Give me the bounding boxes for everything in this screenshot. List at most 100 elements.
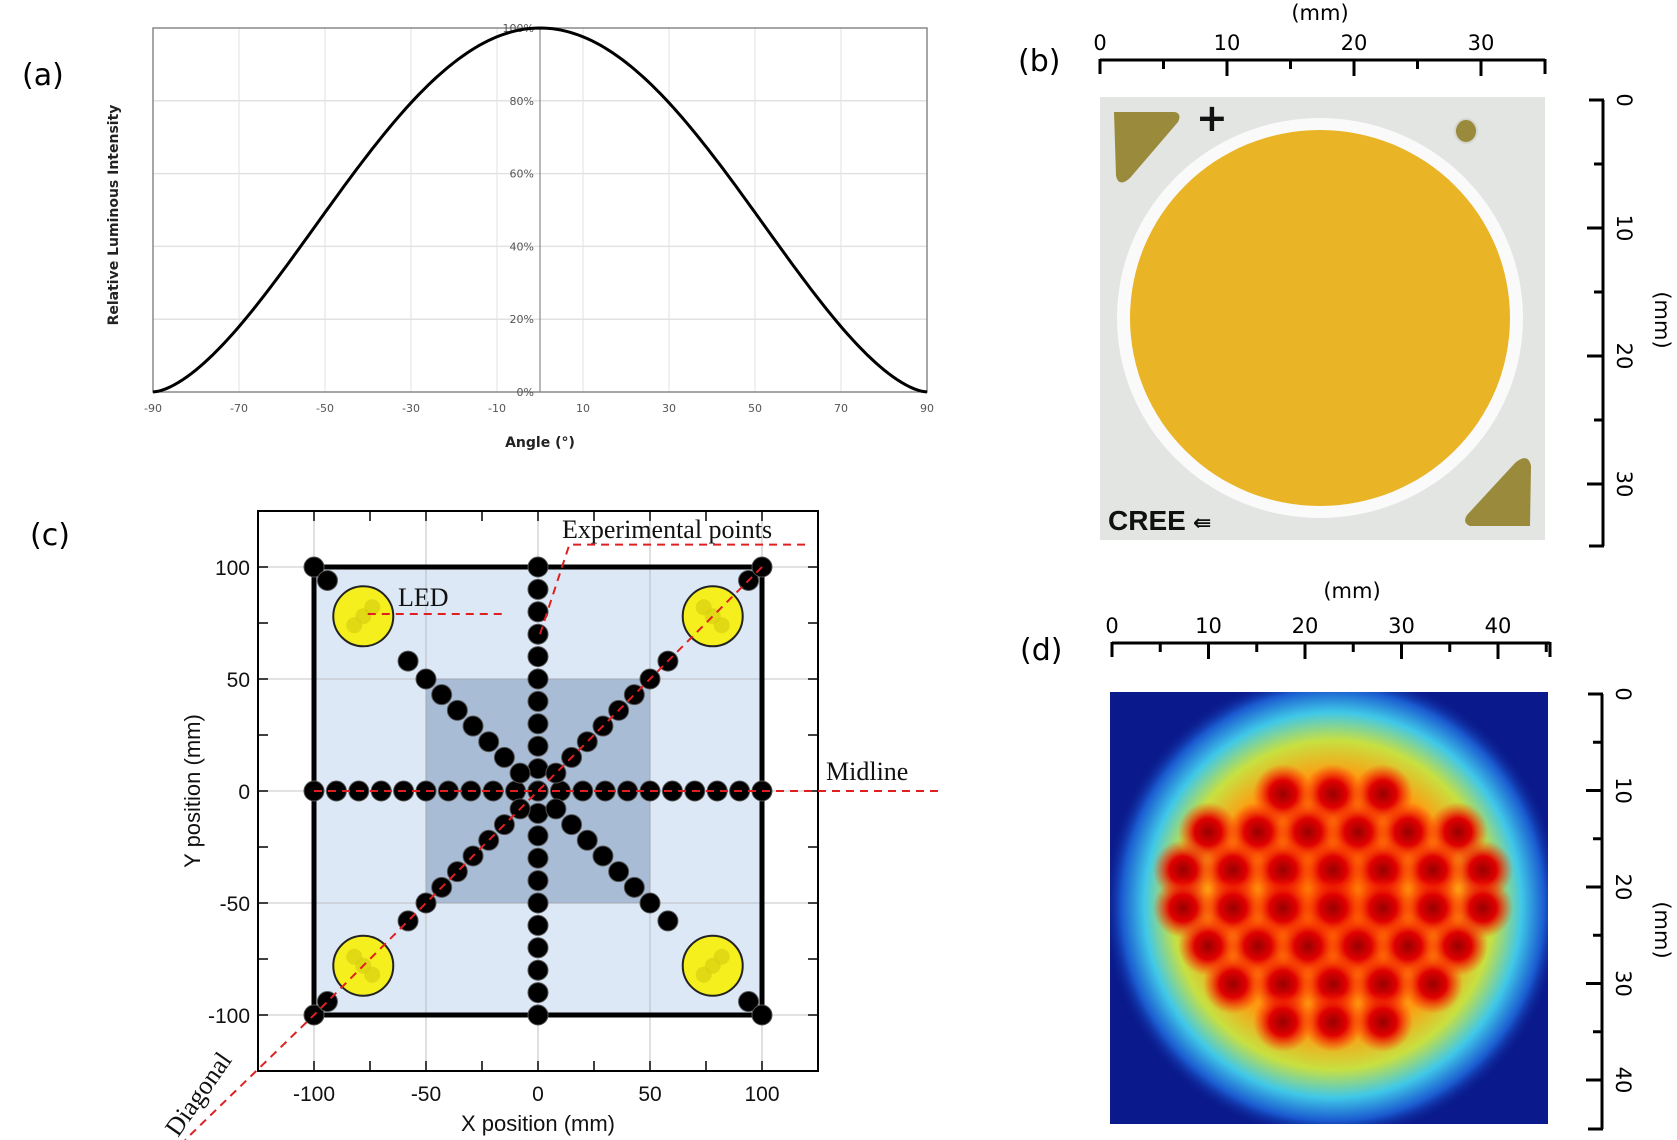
x-tick-label: -10 bbox=[488, 402, 506, 415]
ruler-b-top: 0 10 20 30 (mm) bbox=[1093, 1, 1547, 76]
experimental-point bbox=[478, 731, 500, 753]
y-tick-label: 80% bbox=[510, 95, 534, 108]
y-tick-label: 20% bbox=[510, 313, 534, 326]
annotation-midline: Midline bbox=[826, 757, 908, 786]
ruler-unit-label: (mm) bbox=[1650, 291, 1674, 348]
x-tick-label: -30 bbox=[402, 402, 420, 415]
ruler-tick-label: 10 bbox=[1612, 215, 1636, 242]
ruler-tick-label: 20 bbox=[1611, 874, 1635, 901]
hotspot bbox=[1203, 954, 1263, 1014]
annotation-experimental-points: Experimental points bbox=[562, 515, 772, 544]
experimental-point bbox=[592, 845, 614, 867]
ruler-tick-label: 20 bbox=[1612, 343, 1636, 370]
chip-phosphor bbox=[1130, 130, 1510, 506]
x-tick-label: 0 bbox=[532, 1083, 544, 1106]
y-axis-title: Relative Luminous Intensity bbox=[106, 105, 122, 326]
polarity-plus-mark: + bbox=[1196, 96, 1228, 140]
experimental-point bbox=[751, 1004, 773, 1026]
x-axis-title: X position (mm) bbox=[461, 1111, 615, 1136]
x-tick-label: -50 bbox=[316, 402, 334, 415]
experimental-point bbox=[657, 910, 679, 932]
experimental-point bbox=[527, 937, 549, 959]
x-tick-label: 50 bbox=[638, 1083, 661, 1106]
x-tick-label: 90 bbox=[920, 402, 934, 415]
experimental-point bbox=[415, 668, 437, 690]
hotspot bbox=[1403, 954, 1463, 1014]
x-tick-label: -90 bbox=[144, 402, 162, 415]
y-axis-title: Y position (mm) bbox=[180, 714, 205, 868]
x-tick-label: 10 bbox=[576, 402, 590, 415]
experimental-point bbox=[527, 735, 549, 757]
experimental-point bbox=[639, 892, 661, 914]
y-tick-label: 100 bbox=[215, 557, 250, 580]
experimental-point bbox=[527, 713, 549, 735]
cree-logo-text: CREE bbox=[1108, 505, 1186, 536]
x-tick-label: -70 bbox=[230, 402, 248, 415]
experimental-point bbox=[527, 870, 549, 892]
experimental-point bbox=[527, 825, 549, 847]
panel-label-a: (a) bbox=[22, 58, 64, 93]
experimental-point bbox=[527, 690, 549, 712]
hotspot bbox=[1253, 992, 1313, 1052]
y-tick-label: 60% bbox=[510, 168, 534, 181]
y-tick-label: 0 bbox=[238, 781, 250, 804]
experimental-point bbox=[527, 959, 549, 981]
experimental-point bbox=[623, 876, 645, 898]
experimental-point bbox=[303, 556, 325, 578]
experimental-point bbox=[527, 668, 549, 690]
experimental-point bbox=[527, 892, 549, 914]
experimental-point bbox=[527, 601, 549, 623]
ruler-d-right: 0 10 20 30 40 (mm) bbox=[1586, 687, 1674, 1131]
experimental-point bbox=[397, 650, 419, 672]
y-tick-label: 50 bbox=[227, 669, 250, 692]
led-marker bbox=[681, 934, 744, 997]
ruler-unit-label: (mm) bbox=[1291, 1, 1348, 25]
experimental-point bbox=[527, 847, 549, 869]
experimental-point bbox=[431, 684, 453, 706]
led-marker bbox=[332, 585, 395, 648]
experimental-point bbox=[576, 829, 598, 851]
cree-logo-icon: ⇚ bbox=[1193, 511, 1211, 536]
experimental-point bbox=[509, 762, 531, 784]
x-tick-label: -100 bbox=[293, 1083, 335, 1106]
experimental-point bbox=[527, 646, 549, 668]
y-tick-label: -100 bbox=[208, 1005, 250, 1028]
y-tick-label: 0% bbox=[517, 386, 534, 399]
experimental-point bbox=[608, 861, 630, 883]
ruler-tick-label: 20 bbox=[1292, 614, 1319, 638]
x-tick-label: 50 bbox=[748, 402, 762, 415]
ruler-tick-label: 0 bbox=[1612, 93, 1636, 106]
x-tick-label: -50 bbox=[411, 1083, 441, 1106]
x-axis-title: Angle (°) bbox=[505, 435, 575, 451]
experimental-point bbox=[545, 798, 567, 820]
experimental-point bbox=[738, 991, 760, 1013]
x-tick-label: 100 bbox=[744, 1083, 779, 1106]
experimental-point bbox=[493, 746, 515, 768]
chip-pad-top-right bbox=[1454, 118, 1478, 144]
experimental-point bbox=[527, 556, 549, 578]
experimental-point bbox=[527, 578, 549, 600]
ruler-tick-label: 30 bbox=[1468, 31, 1495, 55]
ruler-tick-label: 10 bbox=[1611, 777, 1635, 804]
x-tick-label: 30 bbox=[662, 402, 676, 415]
intensity-curve bbox=[152, 26, 928, 394]
ruler-unit-label: (mm) bbox=[1650, 901, 1674, 958]
panel-label-c: (c) bbox=[30, 518, 70, 553]
experimental-point bbox=[446, 699, 468, 721]
y-tick-label: 40% bbox=[510, 240, 534, 253]
ruler-tick-label: 0 bbox=[1093, 31, 1106, 55]
ruler-unit-label: (mm) bbox=[1323, 579, 1380, 603]
chip-pad-bottom-right bbox=[1465, 458, 1531, 526]
ruler-tick-label: 30 bbox=[1611, 970, 1635, 997]
ruler-tick-label: 20 bbox=[1341, 31, 1368, 55]
annotation-line bbox=[184, 566, 763, 1140]
ruler-tick-label: 40 bbox=[1611, 1067, 1635, 1094]
annotation-line bbox=[539, 543, 810, 635]
experimental-point bbox=[527, 982, 549, 1004]
ruler-d-top: 0 10 20 30 40 (mm) bbox=[1105, 579, 1552, 659]
